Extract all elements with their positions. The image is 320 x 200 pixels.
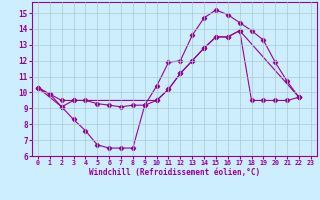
X-axis label: Windchill (Refroidissement éolien,°C): Windchill (Refroidissement éolien,°C) bbox=[89, 168, 260, 177]
